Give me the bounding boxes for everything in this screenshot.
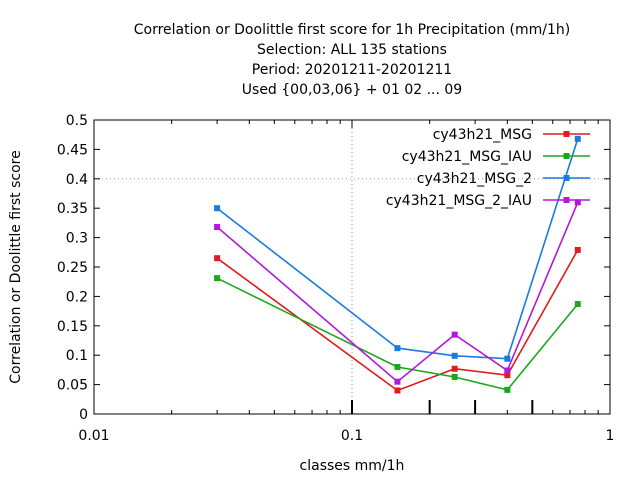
series-cy43h21_MSG_2_IAU [214,199,581,385]
legend-entry: cy43h21_MSG [433,127,590,143]
data-point [451,331,458,338]
data-point [394,363,401,370]
legend: cy43h21_MSG cy43h21_MSG_IAU cy43h21_MSG_2c… [386,127,590,209]
legend-entry: cy43h21_MSG_2_IAU [386,193,590,209]
y-axis-label: Correlation or Doolittle first score [8,150,24,383]
y-tick-label: 0.5 [66,113,88,129]
grid-lines [94,120,610,414]
chart-title-line-2: Selection: ALL 135 stations [257,42,447,58]
x-tick-label: 0.01 [78,428,109,444]
class-markers [351,400,534,414]
data-point [214,275,221,282]
legend-label: cy43h21_MSG_IAU [402,149,532,165]
series-cy43h21_MSG_2 [214,135,581,362]
series-line [216,201,579,383]
legend-marker [563,175,570,181]
series-line [216,277,579,391]
y-tick-label: 0.1 [66,348,88,364]
data-point [451,365,458,372]
data-point [574,301,581,308]
y-tick-label: 0.4 [66,172,88,188]
legend-entry: cy43h21_MSG_IAU [402,149,590,165]
y-tick-label: 0.15 [57,319,88,335]
data-point [574,199,581,206]
y-tick-label: 0.35 [57,201,88,217]
legend-label: cy43h21_MSG [433,127,532,143]
y-tick-label: 0.2 [66,289,88,305]
data-point [574,246,581,253]
y-tick-label: 0.3 [66,231,88,247]
chart-title-line-3: Period: 20201211-20201211 [252,62,452,78]
series-layer [214,135,581,394]
series-cy43h21_MSG_IAU [214,275,581,393]
data-point [214,205,221,212]
x-axis-ticks: 0.01 0.1 1 [78,120,614,444]
legend-marker [563,197,570,203]
y-tick-label: 0 [79,407,88,423]
x-tick-label: 1 [606,428,615,444]
x-tick-label: 0.1 [341,428,363,444]
data-point [504,372,511,379]
legend-label: cy43h21_MSG_2_IAU [386,193,532,209]
data-point [574,135,581,142]
legend-entry: cy43h21_MSG_2 [417,171,590,187]
chart-title-line-4: Used {00,03,06} + 01 02 ... 09 [242,82,462,98]
data-point [394,345,401,352]
data-point [504,386,511,393]
data-point [504,355,511,362]
legend-marker [563,131,570,137]
legend-marker [563,153,570,159]
data-point [504,367,511,374]
data-point [451,352,458,359]
data-point [214,224,221,231]
data-point [214,255,221,262]
series-cy43h21_MSG [214,246,581,394]
y-tick-label: 0.45 [57,142,88,158]
legend-label: cy43h21_MSG_2 [417,171,532,187]
y-tick-label: 0.05 [57,378,88,394]
data-point [394,387,401,394]
chart-title-line-1: Correlation or Doolittle first score for… [134,22,571,38]
data-point [394,378,401,385]
y-tick-label: 0.25 [57,260,88,276]
x-axis-label: classes mm/1h [300,458,405,474]
chart-title: Correlation or Doolittle first score for… [134,22,571,98]
y-axis-ticks: 0 0.05 0.1 0.15 0.2 0.25 0.3 0.35 0.4 0.45 0.5 [57,113,610,423]
data-point [451,373,458,380]
